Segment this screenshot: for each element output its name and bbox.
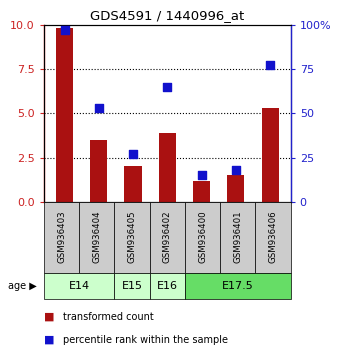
Bar [124,166,142,202]
Text: age ▶: age ▶ [8,281,37,291]
Text: GSM936405: GSM936405 [127,211,137,263]
Bar [159,133,176,202]
Point [165,84,170,90]
Bar [262,108,279,202]
Point [233,167,239,173]
Point [96,105,101,111]
Text: E15: E15 [122,281,143,291]
Text: E17.5: E17.5 [222,281,254,291]
Text: transformed count: transformed count [63,312,153,322]
Text: ■: ■ [44,335,54,345]
Text: ■: ■ [44,312,54,322]
Point [199,172,204,178]
Point [267,63,273,68]
Point [62,27,67,33]
Point [130,151,136,157]
Text: GSM936403: GSM936403 [57,211,66,263]
Text: GSM936406: GSM936406 [269,211,277,263]
Bar [193,181,210,202]
Text: GSM936400: GSM936400 [198,211,207,263]
Text: GSM936401: GSM936401 [233,211,242,263]
Text: GSM936404: GSM936404 [92,211,101,263]
Text: GSM936402: GSM936402 [163,211,172,263]
Text: E16: E16 [157,281,178,291]
Text: percentile rank within the sample: percentile rank within the sample [63,335,227,345]
Text: E14: E14 [69,281,90,291]
Bar [56,28,73,202]
Bar [227,175,244,202]
Bar [90,140,107,202]
Title: GDS4591 / 1440996_at: GDS4591 / 1440996_at [90,9,244,22]
